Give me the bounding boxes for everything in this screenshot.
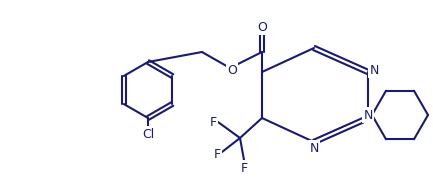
- Text: O: O: [227, 63, 237, 77]
- Text: N: N: [369, 63, 379, 77]
- Text: O: O: [257, 20, 267, 33]
- Text: F: F: [240, 162, 248, 175]
- Text: F: F: [213, 148, 220, 162]
- Text: N: N: [363, 108, 373, 121]
- Text: N: N: [309, 142, 319, 155]
- Text: Cl: Cl: [142, 128, 154, 141]
- Text: F: F: [210, 116, 216, 129]
